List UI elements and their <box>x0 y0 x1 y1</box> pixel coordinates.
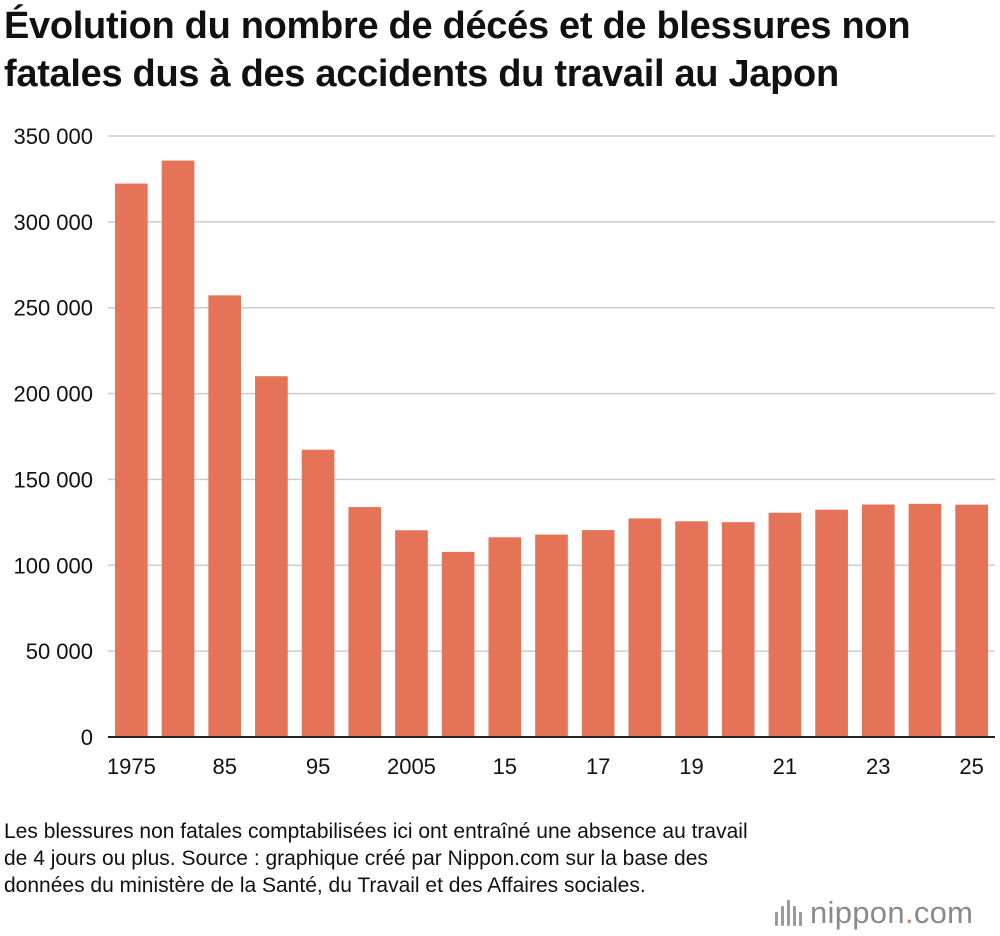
brand-name: nippon <box>810 895 905 930</box>
bar-2017 <box>581 530 615 737</box>
bar-2025 <box>955 504 988 737</box>
bar-2016 <box>535 534 568 737</box>
x-tick-label: 17 <box>586 754 610 779</box>
nippon-logo-icon <box>775 900 802 926</box>
bars <box>115 160 988 738</box>
y-tick-label: 0 <box>81 725 93 750</box>
x-tick-label: 19 <box>679 754 703 779</box>
bar-1985 <box>208 295 242 737</box>
y-axis-tick-labels: 0 50 000 100 000 150 000 200 000 250 000 300 0… <box>13 124 93 750</box>
chart-title: Évolution du nombre de décés et de bless… <box>4 5 911 95</box>
bar-2005 <box>395 530 428 737</box>
y-tick-label: 250 000 <box>13 296 93 321</box>
bar-1995 <box>301 449 335 737</box>
x-tick-label: 2005 <box>387 754 436 779</box>
y-tick-label: 350 000 <box>13 124 93 149</box>
bar-2015 <box>488 537 522 737</box>
y-tick-label: 300 000 <box>13 210 93 235</box>
bar-2018 <box>628 518 662 737</box>
x-tick-label: 85 <box>212 754 236 779</box>
x-axis-tick-labels: 1975 85 95 2005 15 17 19 21 23 25 <box>107 754 984 779</box>
nippon-brand[interactable]: nippon. com <box>775 893 973 933</box>
bar-2022 <box>815 509 848 737</box>
bar-2021 <box>768 512 802 737</box>
bar-chart: 0 50 000 100 000 150 000 200 000 250 000 300 0… <box>13 124 995 779</box>
y-tick-label: 50 000 <box>26 639 93 664</box>
bar-1980 <box>161 160 195 737</box>
source-note: Les blessures non fatales comptabilisées… <box>4 820 748 897</box>
y-tick-label: 150 000 <box>13 467 93 492</box>
x-tick-label: 25 <box>959 754 983 779</box>
x-tick-label: 95 <box>306 754 330 779</box>
bar-2019 <box>675 521 708 737</box>
x-tick-label: 15 <box>493 754 517 779</box>
bar-2024 <box>908 503 942 737</box>
y-tick-label: 200 000 <box>13 382 93 407</box>
x-tick-label: 21 <box>773 754 797 779</box>
bar-1990 <box>255 376 288 737</box>
y-tick-label: 100 000 <box>13 553 93 578</box>
x-tick-label: 1975 <box>107 754 156 779</box>
bar-1975 <box>115 183 148 738</box>
bar-2010 <box>441 551 475 737</box>
bar-2023 <box>861 504 895 737</box>
x-tick-label: 23 <box>866 754 890 779</box>
brand-dot: . <box>904 895 914 930</box>
bar-2000 <box>348 507 382 737</box>
brand-suffix: com <box>913 895 974 930</box>
bar-2020 <box>721 522 755 737</box>
